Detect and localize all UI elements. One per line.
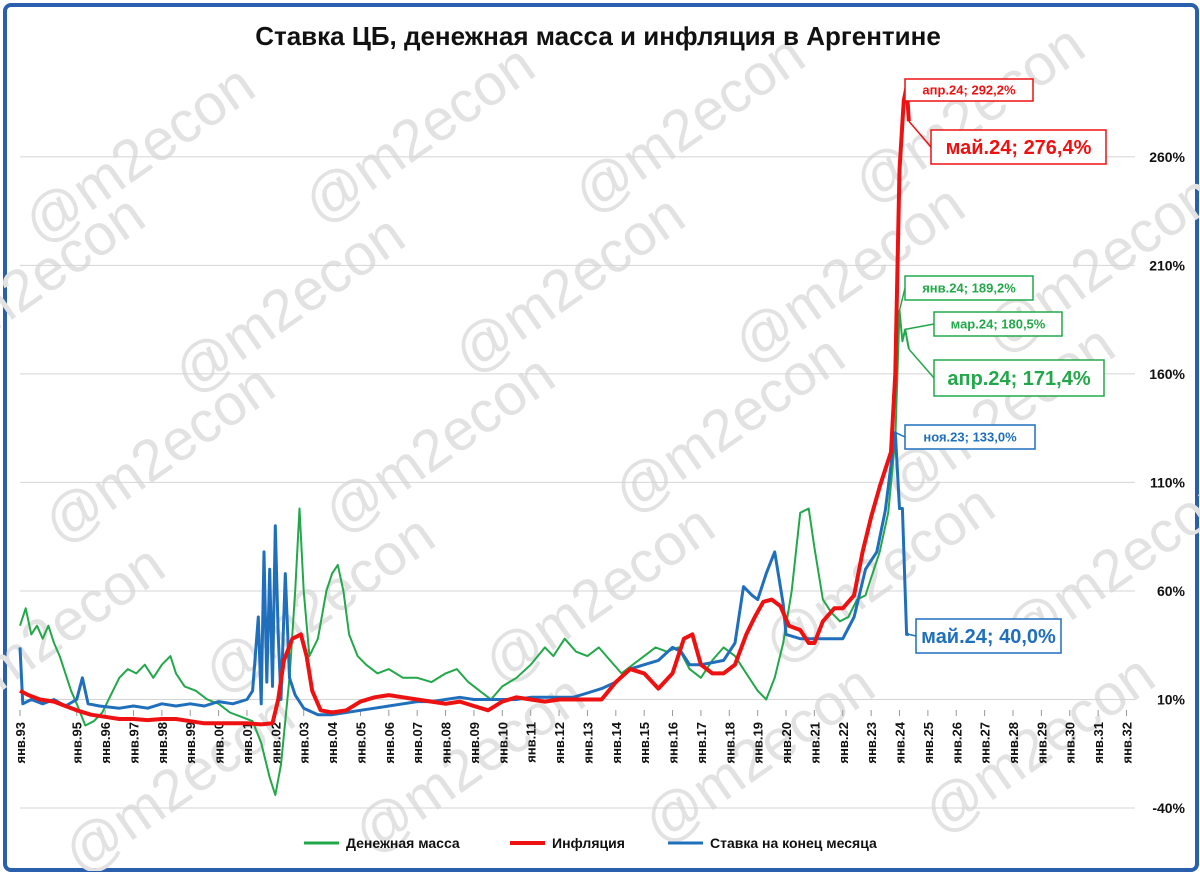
watermark-text: @m2econ xyxy=(192,501,447,706)
watermark-text: @m2econ xyxy=(312,341,567,546)
x-tick-label: янв.09 xyxy=(467,722,482,764)
y-tick-label: 110% xyxy=(1150,474,1186,490)
x-tick-label: янв.95 xyxy=(70,722,85,764)
watermark-text: @m2econ xyxy=(162,201,417,406)
chart-title: Ставка ЦБ, денежная масса и инфляция в А… xyxy=(255,21,941,51)
annotation-label: май.24; 276,4% xyxy=(946,137,1092,159)
x-tick-label: янв.14 xyxy=(609,721,624,763)
x-tick-label: янв.01 xyxy=(240,722,255,764)
x-tick-label: янв.13 xyxy=(580,722,595,764)
x-tick-label: янв.20 xyxy=(779,722,794,764)
x-tick-label: янв.19 xyxy=(751,722,766,764)
x-tick-label: янв.93 xyxy=(13,722,28,764)
x-tick-label: янв.16 xyxy=(666,722,681,764)
series-line-money xyxy=(19,309,910,796)
x-tick-label: янв.10 xyxy=(495,722,510,764)
watermark-text: @m2econ xyxy=(722,171,977,376)
annotation-label: янв.24; 189,2% xyxy=(922,281,1016,296)
x-tick-label: янв.27 xyxy=(978,722,993,764)
x-tick-label: янв.11 xyxy=(524,722,539,763)
annotation-leader xyxy=(905,323,935,331)
legend-label-rate: Ставка на конец месяца xyxy=(710,835,877,851)
watermark-text: @m2econ xyxy=(52,681,307,871)
x-axis-ticks: янв.93 янв.95 янв.96 янв.97 янв.98 янв.99 янв.… xyxy=(13,710,1134,764)
annotation-leader xyxy=(894,431,906,438)
annotation-leader xyxy=(908,120,932,148)
x-tick-label: янв.17 xyxy=(694,722,709,764)
x-tick-label: янв.96 xyxy=(98,722,113,764)
watermark-text: @m2econ xyxy=(602,321,857,526)
x-tick-label: янв.03 xyxy=(297,722,312,764)
annotation-layer: апр.24; 292,2% май.24; 276,4% янв.24; 189,… xyxy=(894,78,1107,654)
annotation-box xyxy=(930,129,1107,165)
annotation-box xyxy=(904,78,1034,102)
y-tick-label: 210% xyxy=(1149,257,1185,273)
series-line-inflation xyxy=(19,84,911,727)
x-tick-label: янв.15 xyxy=(637,722,652,764)
x-tick-label: янв.99 xyxy=(183,722,198,764)
annotation-label: апр.24; 292,2% xyxy=(922,83,1016,98)
y-tick-label: 60% xyxy=(1157,583,1186,599)
x-tick-label: янв.24 xyxy=(893,721,908,763)
watermark-text: @m2econ xyxy=(562,21,817,226)
y-tick-label: 260% xyxy=(1149,149,1185,165)
x-tick-label: янв.31 xyxy=(1091,722,1106,764)
x-tick-label: янв.23 xyxy=(864,722,879,764)
x-tick-label: янв.97 xyxy=(126,722,141,764)
annotation-leader xyxy=(908,348,935,379)
legend-label-money: Денежная масса xyxy=(346,835,460,851)
x-tick-label: янв.02 xyxy=(268,722,283,764)
legend-label-inflation: Инфляция xyxy=(552,835,625,851)
x-tick-label: янв.04 xyxy=(325,721,340,763)
annotation-label: мар.24; 180,5% xyxy=(951,317,1046,332)
x-tick-label: янв.25 xyxy=(921,722,936,764)
annotation-box xyxy=(904,424,1036,450)
y-tick-label: -40% xyxy=(1152,800,1185,816)
annotation-leader xyxy=(898,287,906,311)
legend: Денежная масса Инфляция Ставка на конец ме… xyxy=(304,835,877,851)
x-tick-label: янв.08 xyxy=(439,722,454,764)
annotation-label: апр.24; 171,4% xyxy=(947,368,1090,390)
x-tick-label: янв.22 xyxy=(836,722,851,764)
x-tick-label: янв.18 xyxy=(722,722,737,764)
y-axis-ticks: -40% 10% 60% 110% 160% 210% 260% xyxy=(1149,149,1185,816)
x-tick-label: янв.12 xyxy=(552,722,567,764)
x-tick-label: янв.05 xyxy=(353,722,368,764)
x-tick-label: янв.98 xyxy=(155,722,170,764)
y-tick-label: 160% xyxy=(1149,366,1185,382)
watermark-text: @m2econ xyxy=(292,31,547,236)
watermark-text: @m2econ xyxy=(442,181,697,386)
annotation-label: ноя.23; 133,0% xyxy=(923,430,1017,445)
series-layer xyxy=(18,84,911,796)
annotation-box xyxy=(933,311,1063,337)
watermark-text: @m2econ xyxy=(32,351,287,556)
annotation-label: май.24; 40,0% xyxy=(921,626,1056,648)
x-tick-label: янв.26 xyxy=(949,722,964,764)
x-tick-label: янв.29 xyxy=(1034,722,1049,764)
watermark-text: @m2econ xyxy=(0,531,176,736)
x-tick-label: янв.06 xyxy=(382,722,397,764)
series-line-rate xyxy=(18,431,909,717)
x-tick-label: янв.21 xyxy=(807,722,822,764)
x-tick-label: янв.07 xyxy=(410,722,425,764)
annotation-box xyxy=(915,618,1062,654)
x-tick-label: янв.28 xyxy=(1006,722,1021,764)
annotation-leader xyxy=(908,633,917,637)
y-tick-label: 10% xyxy=(1157,691,1186,707)
annotation-box xyxy=(933,359,1105,397)
x-tick-label: янв.30 xyxy=(1063,722,1078,764)
x-tick-label: янв.32 xyxy=(1119,722,1134,764)
annotation-box xyxy=(904,275,1034,301)
x-tick-label: янв.00 xyxy=(212,722,227,764)
